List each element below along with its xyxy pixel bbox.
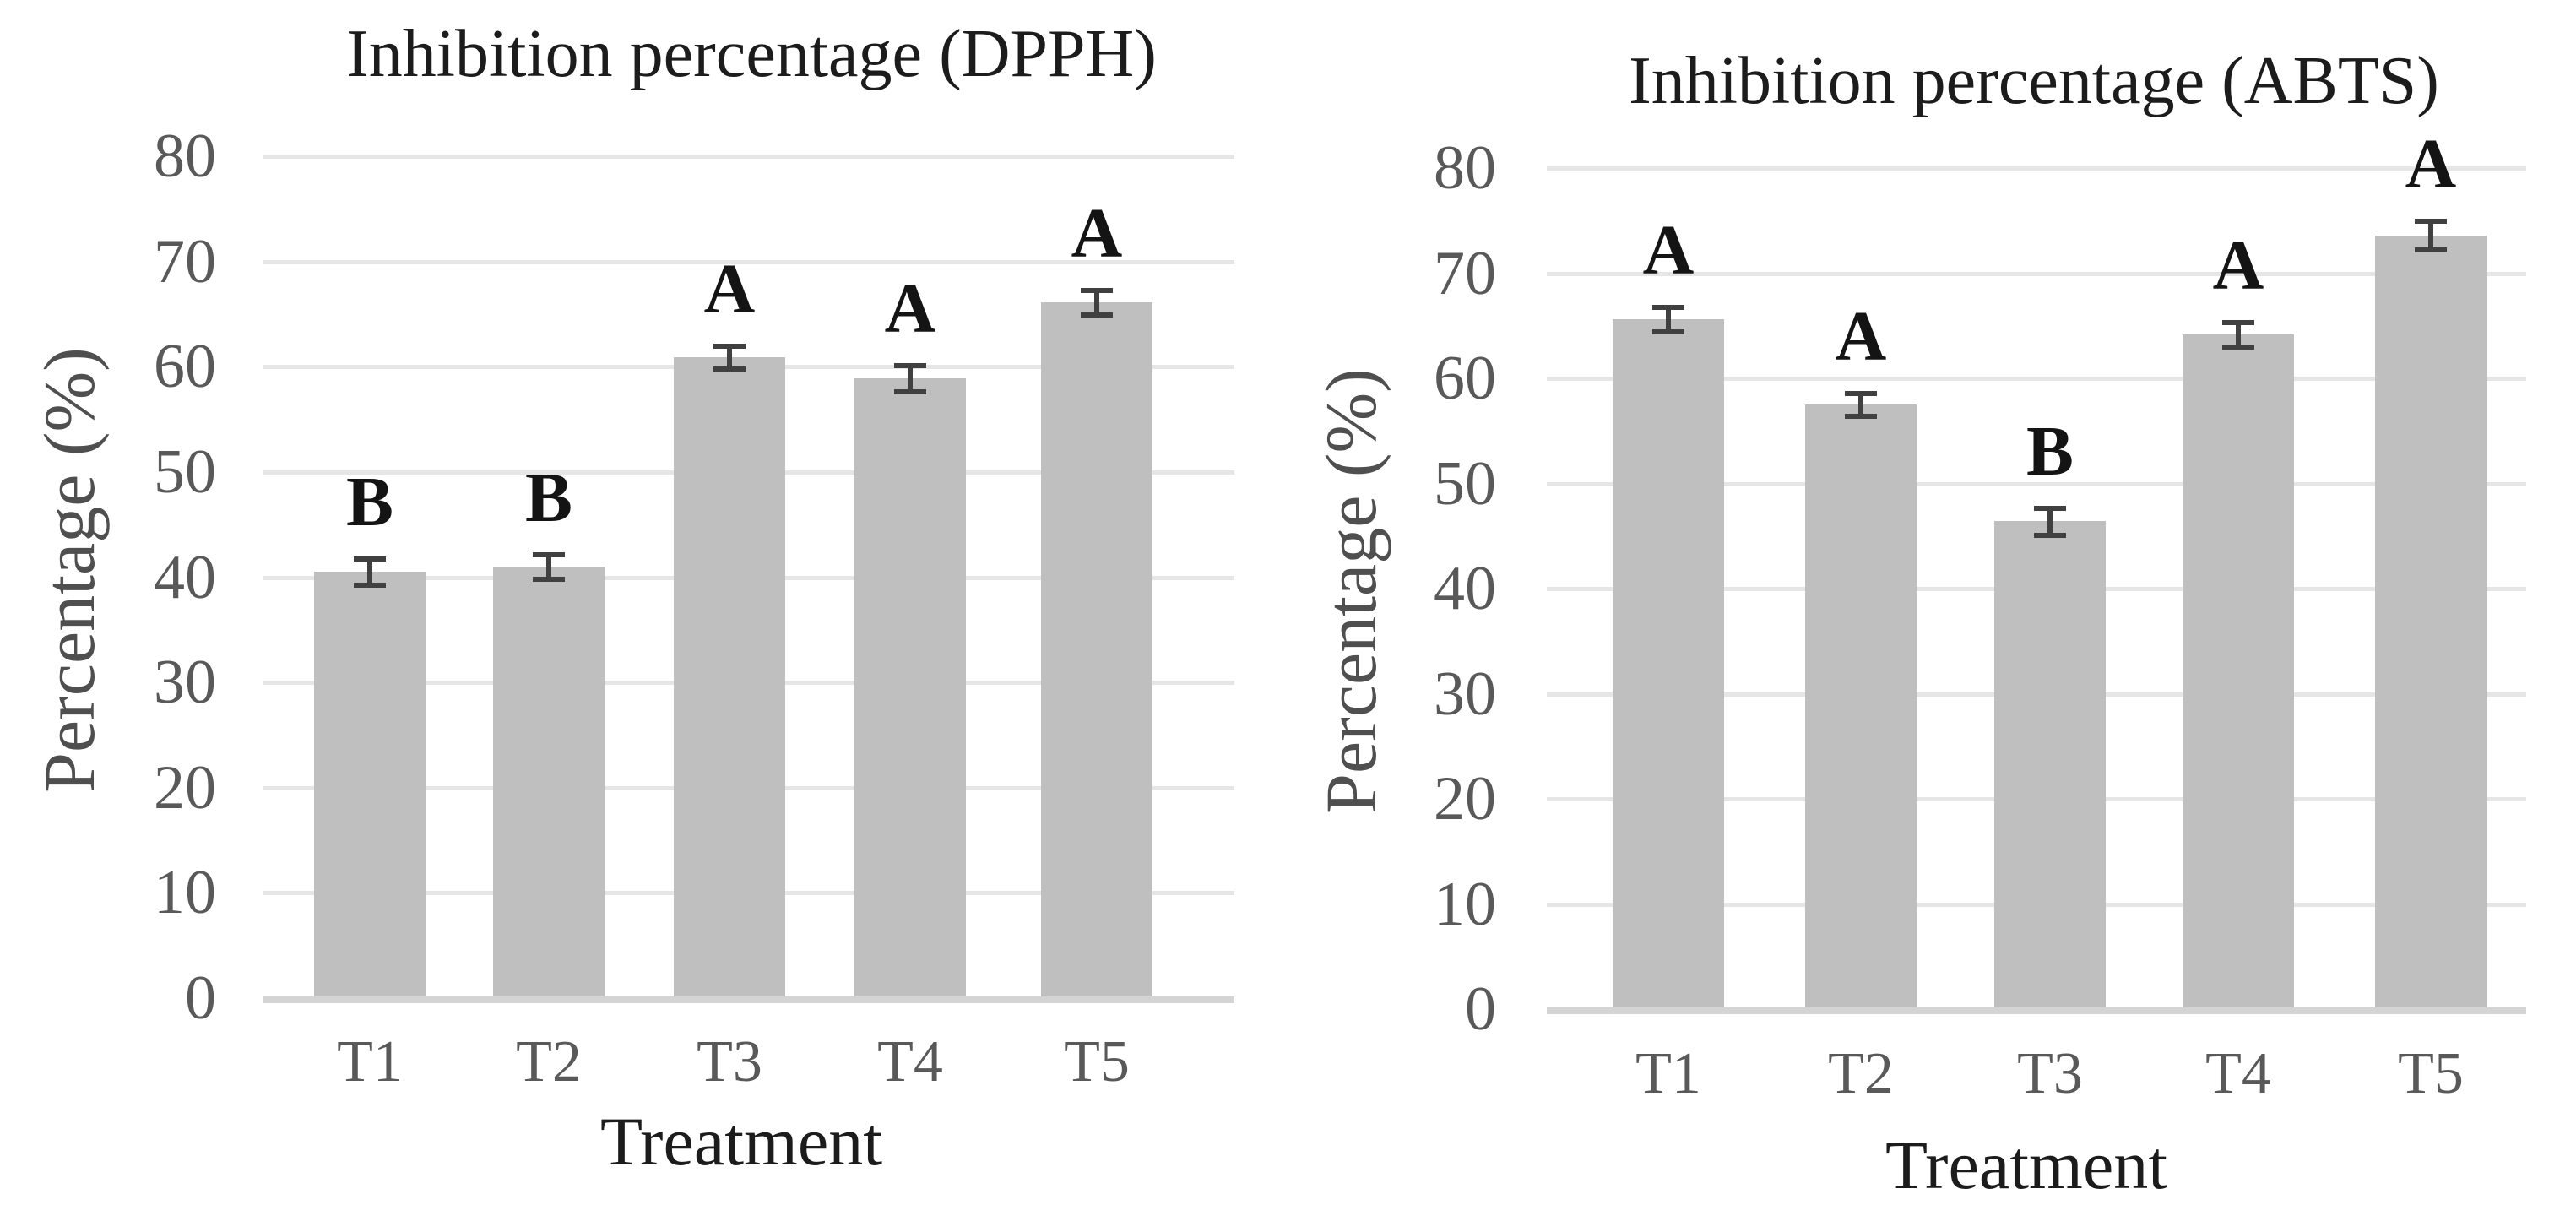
y-tick-label-40: 40 xyxy=(1434,554,1496,623)
error-bar-cap-top-T3 xyxy=(2034,506,2066,512)
x-category-label-T4: T4 xyxy=(2205,1041,2271,1106)
bar-T2 xyxy=(493,567,605,998)
error-bar-cap-bottom-T2 xyxy=(533,576,565,582)
bar-T4 xyxy=(854,377,966,998)
bar-T1 xyxy=(314,572,426,998)
x-category-label-T1: T1 xyxy=(1635,1041,1701,1106)
y-tick-label-30: 30 xyxy=(1434,659,1496,729)
error-bar-cap-top-T3 xyxy=(713,344,746,350)
error-bar-cap-top-T4 xyxy=(2222,319,2254,325)
error-bar-stem-T1 xyxy=(1666,307,1671,333)
significance-letter-T2: A xyxy=(1835,297,1887,377)
gridline-70 xyxy=(1547,271,2526,276)
error-bar-cap-bottom-T1 xyxy=(1652,329,1684,335)
x-category-label-T2: T2 xyxy=(1828,1041,1894,1106)
error-bar-stem-T1 xyxy=(367,558,372,586)
x-category-label-T1: T1 xyxy=(337,1029,403,1094)
error-bar-cap-top-T5 xyxy=(2415,219,2447,225)
significance-letter-T3: B xyxy=(2026,412,2074,491)
gridline-80 xyxy=(263,155,1234,159)
y-tick-label-80: 80 xyxy=(154,122,216,191)
significance-letter-T4: A xyxy=(2212,225,2264,305)
bar-T3 xyxy=(1994,521,2106,1009)
x-category-label-T3: T3 xyxy=(2017,1041,2083,1106)
y-tick-label-60: 60 xyxy=(1434,344,1496,413)
x-category-label-T2: T2 xyxy=(516,1029,582,1094)
error-bar-cap-top-T5 xyxy=(1081,288,1113,294)
error-bar-cap-top-T4 xyxy=(894,362,926,368)
y-tick-label-70: 70 xyxy=(1434,238,1496,308)
error-bar-cap-bottom-T2 xyxy=(1845,413,1877,419)
chart-title-abts: Inhibition percentage (ABTS) xyxy=(1629,44,2439,118)
x-axis-title-abts: Treatment xyxy=(1885,1126,2168,1203)
significance-letter-T5: A xyxy=(1071,194,1123,274)
significance-letter-T2: B xyxy=(524,459,573,538)
gridline-60 xyxy=(1547,377,2526,381)
y-tick-label-60: 60 xyxy=(154,332,216,402)
error-bar-cap-bottom-T5 xyxy=(1081,312,1113,318)
x-axis-line xyxy=(1547,1007,2526,1014)
y-tick-label-70: 70 xyxy=(154,226,216,296)
x-category-label-T4: T4 xyxy=(877,1029,943,1094)
error-bar-cap-top-T1 xyxy=(354,556,386,562)
bar-T4 xyxy=(2183,334,2294,1009)
error-bar-cap-top-T2 xyxy=(533,552,565,558)
error-bar-cap-bottom-T1 xyxy=(354,583,386,589)
gridline-70 xyxy=(263,259,1234,264)
y-tick-label-0: 0 xyxy=(185,963,216,1033)
significance-letter-T1: B xyxy=(345,463,394,542)
error-bar-stem-T4 xyxy=(908,364,913,393)
y-tick-label-20: 20 xyxy=(154,752,216,822)
x-category-label-T5: T5 xyxy=(2398,1041,2464,1106)
error-bar-cap-top-T1 xyxy=(1652,305,1684,311)
y-tick-label-50: 50 xyxy=(154,437,216,507)
y-tick-label-10: 10 xyxy=(1434,869,1496,939)
y-tick-label-0: 0 xyxy=(1465,974,1496,1044)
error-bar-stem-T5 xyxy=(1094,290,1099,316)
y-tick-label-10: 10 xyxy=(154,858,216,928)
error-bar-cap-bottom-T5 xyxy=(2415,247,2447,253)
error-bar-cap-bottom-T4 xyxy=(894,389,926,395)
error-bar-stem-T5 xyxy=(2428,220,2433,251)
bar-T2 xyxy=(1805,404,1917,1009)
y-tick-label-20: 20 xyxy=(1434,764,1496,833)
significance-letter-T1: A xyxy=(1642,211,1695,290)
error-bar-cap-bottom-T3 xyxy=(2034,532,2066,538)
significance-letter-T4: A xyxy=(884,269,936,348)
x-axis-title-dpph: Treatment xyxy=(599,1103,883,1180)
bar-T5 xyxy=(2375,235,2487,1009)
bar-T3 xyxy=(674,357,785,998)
chart-title-dpph: Inhibition percentage (DPPH) xyxy=(346,17,1157,91)
x-category-label-T5: T5 xyxy=(1064,1029,1130,1094)
error-bar-stem-T3 xyxy=(2047,508,2053,535)
error-bar-stem-T4 xyxy=(2236,321,2241,347)
error-bar-cap-top-T2 xyxy=(1845,391,1877,397)
significance-letter-T5: A xyxy=(2405,125,2457,204)
y-tick-label-40: 40 xyxy=(154,542,216,612)
y-tick-label-80: 80 xyxy=(1434,133,1496,203)
y-tick-label-50: 50 xyxy=(1434,448,1496,518)
gridline-50 xyxy=(1547,481,2526,486)
error-bar-stem-T3 xyxy=(727,345,732,369)
x-category-label-T3: T3 xyxy=(697,1029,762,1094)
error-bar-cap-bottom-T3 xyxy=(713,366,746,372)
y-tick-label-30: 30 xyxy=(154,648,216,718)
bar-T5 xyxy=(1041,302,1152,998)
error-bar-cap-bottom-T4 xyxy=(2222,344,2254,350)
error-bar-stem-T2 xyxy=(546,554,551,579)
gridline-80 xyxy=(1547,166,2526,171)
error-bar-stem-T2 xyxy=(1858,393,1863,416)
bar-T1 xyxy=(1613,319,1724,1009)
x-axis-line xyxy=(263,996,1234,1003)
significance-letter-T3: A xyxy=(703,250,756,329)
